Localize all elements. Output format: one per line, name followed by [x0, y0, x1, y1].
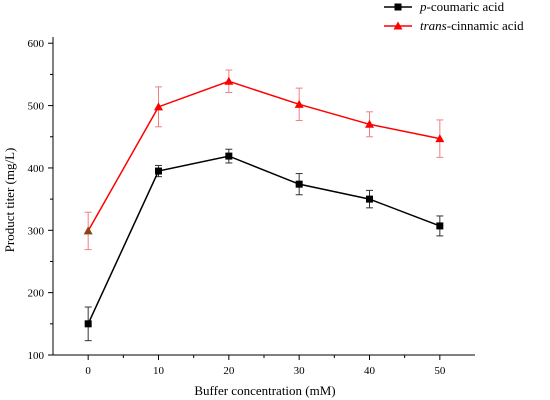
data-point-trans-cinnamic [83, 226, 93, 235]
data-point-trans-cinnamic [294, 99, 304, 108]
data-point-trans-cinnamic [154, 102, 163, 111]
series-lines [87, 80, 441, 325]
ticks: 100 200 300 400 500 600 0 10 20 30 40 50 [28, 38, 446, 377]
x-tick-label: 10 [153, 365, 165, 377]
x-axis-title: Buffer concentration (mM) [194, 383, 335, 398]
legend-label-p-coumaric-italic: p [419, 0, 427, 14]
data-point-trans-cinnamic [435, 134, 445, 143]
axes [52, 37, 475, 356]
data-point-p-coumaric [295, 180, 303, 188]
x-tick-label: 30 [294, 365, 306, 377]
y-tick-label: 300 [28, 225, 45, 237]
y-tick-label: 600 [28, 38, 45, 50]
x-tick-label: 50 [434, 365, 446, 377]
y-axis-title: Product titer (mg/L) [2, 148, 17, 253]
data-point-trans-cinnamic [365, 119, 374, 128]
legend: p-coumaric acid trans-cinnamic acid [384, 0, 524, 33]
y-tick-label: 100 [28, 350, 45, 362]
data-point-p-coumaric [84, 320, 92, 328]
y-tick-label: 400 [28, 163, 45, 175]
legend-label-p-coumaric: p-coumaric acid [419, 0, 505, 14]
data-point-p-coumaric [225, 152, 233, 160]
error-bars [84, 69, 444, 342]
x-tick-label: 20 [223, 365, 235, 377]
x-tick-label: 40 [364, 365, 376, 377]
legend-label-trans-cinnamic-rest: -cinnamic acid [447, 18, 524, 33]
data-point-p-coumaric [366, 195, 373, 203]
data-point-p-coumaric [155, 167, 162, 175]
legend-marker-p-coumaric [394, 3, 402, 11]
y-tick-label: 500 [28, 101, 45, 113]
legend-label-trans-cinnamic: trans-cinnamic acid [420, 18, 524, 33]
legend-label-p-coumaric-rest: -coumaric acid [427, 0, 505, 14]
legend-label-trans-cinnamic-italic: trans [420, 18, 447, 33]
y-tick-label: 200 [28, 288, 45, 300]
legend-marker-trans-cinnamic [393, 21, 403, 30]
data-point-trans-cinnamic [224, 76, 234, 85]
x-tick-label: 0 [85, 365, 91, 377]
data-point-p-coumaric [436, 222, 444, 230]
series-line-p-coumaric [87, 155, 441, 325]
series-line-trans-cinnamic [87, 80, 440, 232]
series-markers [83, 76, 445, 328]
